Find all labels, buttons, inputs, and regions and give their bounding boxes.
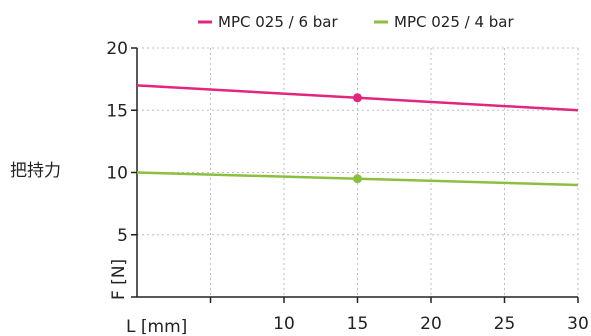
x-tick-label-30: 30 [567, 314, 589, 334]
side-label: 把持力 [10, 161, 61, 181]
legend-label-1: MPC 025 / 6 bar [218, 13, 338, 31]
x-tick-label-15: 15 [347, 314, 369, 334]
x-tick-label-25: 25 [494, 314, 516, 334]
series-marker-2 [353, 174, 362, 184]
series [136, 84, 579, 187]
x-axis-label: L [mm] [126, 317, 187, 336]
legend: MPC 025 / 6 bar MPC 025 / 4 bar [198, 13, 514, 31]
x-tick-label-20: 20 [420, 314, 442, 334]
series-marker-1 [353, 93, 362, 103]
y-tick-label-10: 10 [106, 164, 128, 184]
y-tick-label-5: 5 [117, 226, 128, 246]
tick-labels: 5 10 15 20 10 15 20 25 30 [106, 39, 588, 334]
y-tick-label-20: 20 [106, 39, 128, 59]
x-tick-label-10: 10 [273, 314, 295, 334]
y-tick-label-15: 15 [106, 101, 128, 121]
y-axis-label: F [N] [109, 259, 129, 300]
grid [137, 47, 579, 297]
legend-label-2: MPC 025 / 4 bar [394, 13, 514, 31]
